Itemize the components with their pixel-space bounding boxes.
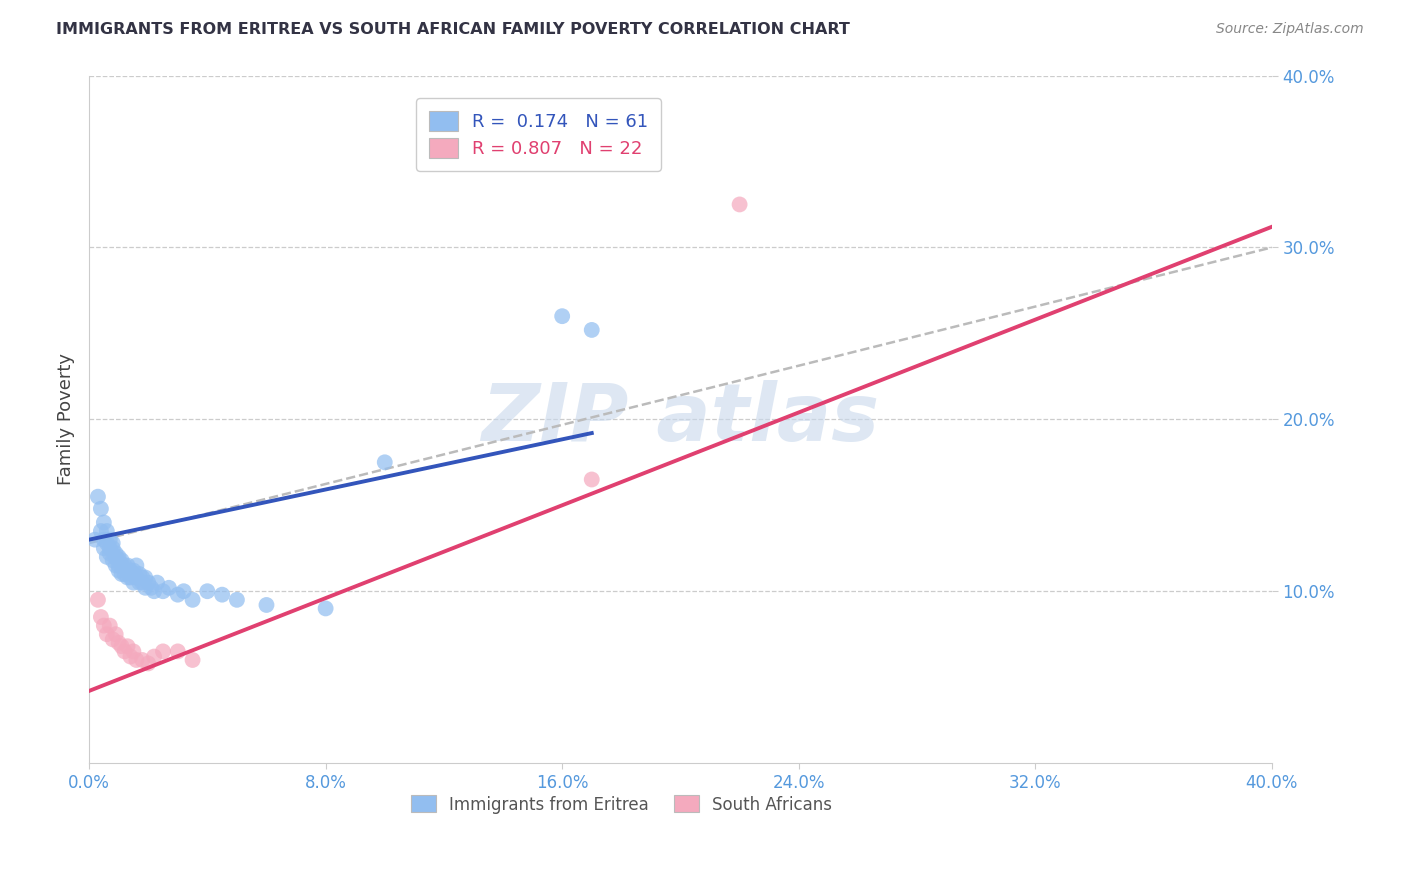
Point — [122, 564, 145, 578]
Point — [134, 570, 156, 584]
Point — [107, 553, 129, 567]
Text: ZIP atlas: ZIP atlas — [481, 380, 880, 458]
Point — [101, 536, 124, 550]
Point — [90, 501, 112, 516]
Point — [107, 549, 129, 564]
Point — [93, 516, 115, 530]
Point — [141, 581, 163, 595]
Point — [110, 639, 132, 653]
Point — [173, 584, 195, 599]
Point — [98, 618, 121, 632]
Point — [136, 657, 159, 671]
Point — [152, 584, 174, 599]
Point — [107, 558, 129, 573]
Point — [128, 567, 150, 582]
Point — [96, 549, 118, 564]
Point — [104, 546, 127, 560]
Point — [98, 533, 121, 547]
Point — [87, 490, 110, 504]
Point — [125, 570, 148, 584]
Point — [90, 524, 112, 538]
Text: Source: ZipAtlas.com: Source: ZipAtlas.com — [1216, 22, 1364, 37]
Point — [181, 653, 204, 667]
Point — [114, 558, 136, 573]
Point — [581, 473, 603, 487]
Point — [114, 644, 136, 658]
Point — [728, 197, 751, 211]
Text: IMMIGRANTS FROM ERITREA VS SOUTH AFRICAN FAMILY POVERTY CORRELATION CHART: IMMIGRANTS FROM ERITREA VS SOUTH AFRICAN… — [56, 22, 851, 37]
Point — [211, 588, 233, 602]
Point — [143, 649, 166, 664]
Point — [98, 541, 121, 556]
Point — [157, 581, 180, 595]
Point — [136, 575, 159, 590]
Point — [146, 575, 169, 590]
Point — [120, 564, 142, 578]
Point — [122, 567, 145, 582]
Point — [551, 309, 574, 323]
Legend: Immigrants from Eritrea, South Africans: Immigrants from Eritrea, South Africans — [401, 785, 842, 823]
Point — [226, 592, 249, 607]
Point — [96, 536, 118, 550]
Point — [101, 541, 124, 556]
Point — [374, 455, 396, 469]
Point — [122, 575, 145, 590]
Point — [107, 636, 129, 650]
Point — [120, 649, 142, 664]
Point — [122, 644, 145, 658]
Point — [131, 653, 153, 667]
Point — [96, 627, 118, 641]
Point — [110, 558, 132, 573]
Y-axis label: Family Poverty: Family Poverty — [58, 353, 75, 485]
Point — [152, 644, 174, 658]
Point — [110, 553, 132, 567]
Point — [93, 533, 115, 547]
Point — [93, 618, 115, 632]
Point — [114, 567, 136, 582]
Point — [101, 632, 124, 647]
Point — [101, 553, 124, 567]
Point — [166, 644, 188, 658]
Point — [120, 570, 142, 584]
Point — [98, 546, 121, 560]
Point — [128, 575, 150, 590]
Point — [195, 584, 218, 599]
Point — [117, 564, 139, 578]
Point — [117, 570, 139, 584]
Point — [581, 323, 603, 337]
Point — [84, 533, 107, 547]
Point — [110, 567, 132, 582]
Point — [256, 598, 278, 612]
Point — [117, 558, 139, 573]
Point — [166, 588, 188, 602]
Point — [96, 524, 118, 538]
Point — [107, 564, 129, 578]
Point — [90, 610, 112, 624]
Point — [104, 558, 127, 573]
Point — [134, 581, 156, 595]
Point — [143, 584, 166, 599]
Point — [315, 601, 337, 615]
Point — [125, 653, 148, 667]
Point — [131, 575, 153, 590]
Point — [131, 570, 153, 584]
Point — [104, 549, 127, 564]
Point — [181, 592, 204, 607]
Point — [125, 558, 148, 573]
Point — [104, 627, 127, 641]
Point — [87, 592, 110, 607]
Point — [117, 639, 139, 653]
Point — [93, 541, 115, 556]
